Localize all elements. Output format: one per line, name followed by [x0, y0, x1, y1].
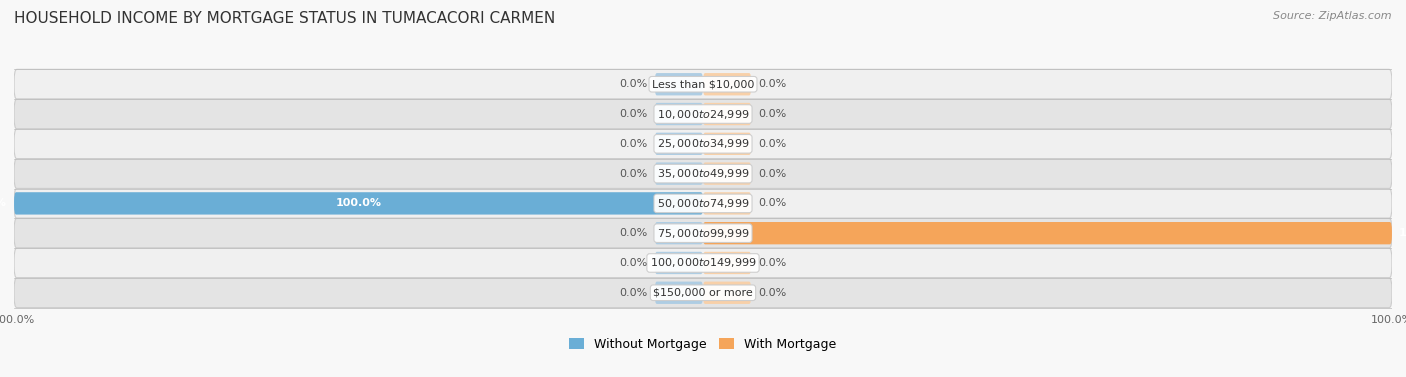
FancyBboxPatch shape — [655, 103, 703, 125]
Text: $75,000 to $99,999: $75,000 to $99,999 — [657, 227, 749, 240]
FancyBboxPatch shape — [14, 69, 1392, 99]
Text: 0.0%: 0.0% — [758, 79, 786, 89]
FancyBboxPatch shape — [703, 282, 751, 304]
FancyBboxPatch shape — [655, 162, 703, 185]
Text: 0.0%: 0.0% — [758, 258, 786, 268]
Text: 0.0%: 0.0% — [620, 79, 648, 89]
FancyBboxPatch shape — [703, 73, 751, 95]
Text: 100.0%: 100.0% — [1399, 228, 1406, 238]
Text: 0.0%: 0.0% — [620, 258, 648, 268]
Text: 0.0%: 0.0% — [758, 288, 786, 298]
FancyBboxPatch shape — [14, 188, 1392, 218]
FancyBboxPatch shape — [14, 129, 1392, 159]
FancyBboxPatch shape — [703, 252, 751, 274]
Text: HOUSEHOLD INCOME BY MORTGAGE STATUS IN TUMACACORI CARMEN: HOUSEHOLD INCOME BY MORTGAGE STATUS IN T… — [14, 11, 555, 26]
Text: 0.0%: 0.0% — [758, 198, 786, 208]
Text: $25,000 to $34,999: $25,000 to $34,999 — [657, 137, 749, 150]
Text: 0.0%: 0.0% — [620, 288, 648, 298]
Text: $10,000 to $24,999: $10,000 to $24,999 — [657, 107, 749, 121]
FancyBboxPatch shape — [655, 133, 703, 155]
Text: Source: ZipAtlas.com: Source: ZipAtlas.com — [1274, 11, 1392, 21]
FancyBboxPatch shape — [14, 278, 1392, 308]
Text: 100.0%: 100.0% — [336, 198, 381, 208]
FancyBboxPatch shape — [14, 99, 1392, 129]
FancyBboxPatch shape — [655, 222, 703, 244]
FancyBboxPatch shape — [655, 252, 703, 274]
FancyBboxPatch shape — [703, 222, 1392, 244]
Text: 0.0%: 0.0% — [620, 139, 648, 149]
Text: $35,000 to $49,999: $35,000 to $49,999 — [657, 167, 749, 180]
FancyBboxPatch shape — [14, 159, 1392, 188]
Text: $50,000 to $74,999: $50,000 to $74,999 — [657, 197, 749, 210]
Text: 0.0%: 0.0% — [620, 228, 648, 238]
FancyBboxPatch shape — [703, 192, 751, 215]
Text: 0.0%: 0.0% — [620, 169, 648, 179]
Text: 100.0%: 100.0% — [0, 198, 7, 208]
FancyBboxPatch shape — [14, 248, 1392, 278]
FancyBboxPatch shape — [655, 282, 703, 304]
Text: 0.0%: 0.0% — [620, 109, 648, 119]
FancyBboxPatch shape — [14, 218, 1392, 248]
Text: 0.0%: 0.0% — [758, 109, 786, 119]
FancyBboxPatch shape — [703, 133, 751, 155]
FancyBboxPatch shape — [655, 73, 703, 95]
Text: 0.0%: 0.0% — [758, 139, 786, 149]
FancyBboxPatch shape — [703, 103, 751, 125]
Text: Less than $10,000: Less than $10,000 — [652, 79, 754, 89]
FancyBboxPatch shape — [703, 162, 751, 185]
Text: $100,000 to $149,999: $100,000 to $149,999 — [650, 256, 756, 270]
Text: 0.0%: 0.0% — [758, 169, 786, 179]
Legend: Without Mortgage, With Mortgage: Without Mortgage, With Mortgage — [564, 333, 842, 356]
Text: $150,000 or more: $150,000 or more — [654, 288, 752, 298]
FancyBboxPatch shape — [14, 192, 703, 215]
